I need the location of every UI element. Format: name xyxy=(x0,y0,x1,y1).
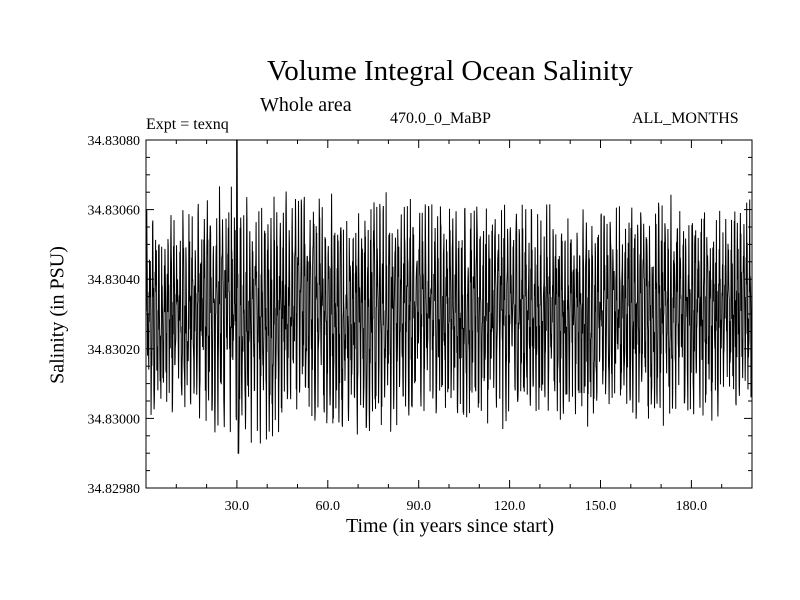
y-tick-label: 34.83020 xyxy=(88,343,141,358)
x-tick-label: 120.0 xyxy=(494,499,526,514)
plot-frame xyxy=(145,139,753,489)
y-tick-label: 34.83080 xyxy=(88,134,141,149)
months-label: ALL_MONTHS xyxy=(632,110,739,127)
x-tick-label: 90.0 xyxy=(406,499,431,514)
x-tick-label: 30.0 xyxy=(225,499,250,514)
x-tick-label: 150.0 xyxy=(585,499,617,514)
y-tick-label: 34.83060 xyxy=(88,204,141,219)
salinity-line xyxy=(145,139,753,454)
x-tick-label: 60.0 xyxy=(316,499,341,514)
chart-subtitle: Whole area xyxy=(260,94,352,116)
period-label: 470.0_0_MaBP xyxy=(390,110,491,127)
axis-ticks: 30.0 60.0 90.0 120.0 150.0 180.0 34.82980 34.83… xyxy=(88,134,752,514)
x-axis-label: Time (in years since start) xyxy=(345,515,555,537)
y-tick-label: 34.82980 xyxy=(88,482,141,497)
chart-title: Volume Integral Ocean Salinity xyxy=(267,55,633,87)
y-axis-label: Salinity (in PSU) xyxy=(46,246,69,384)
y-tick-label: 34.83040 xyxy=(88,273,141,288)
y-tick-label: 34.83000 xyxy=(88,412,141,427)
salinity-series xyxy=(145,139,753,454)
experiment-label: Expt = texnq xyxy=(146,116,229,133)
x-tick-label: 180.0 xyxy=(676,499,708,514)
